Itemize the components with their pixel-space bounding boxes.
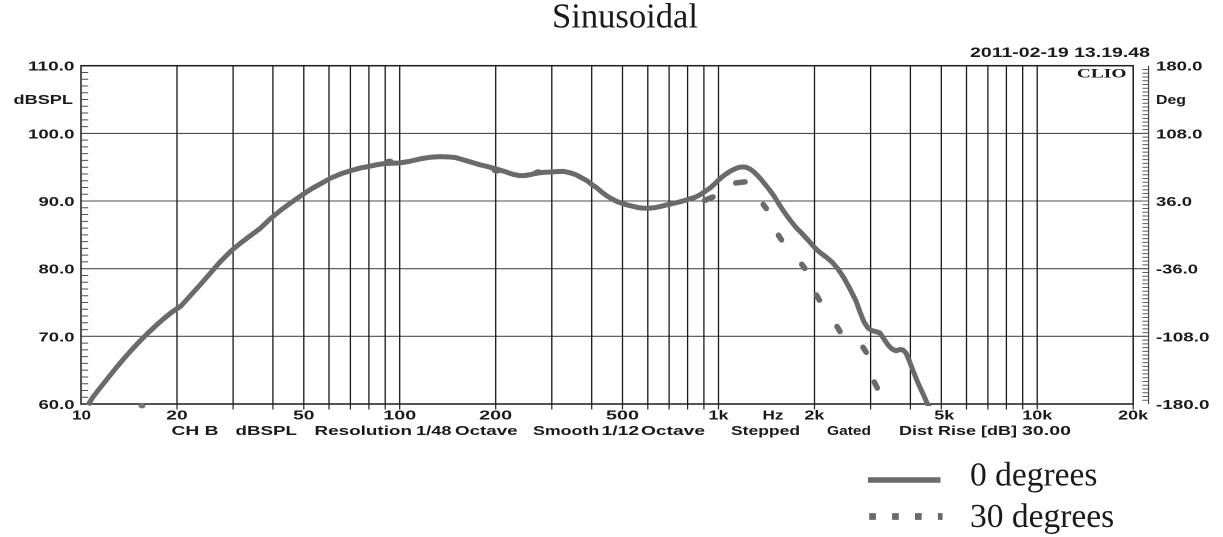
svg-text:10: 10 [72,408,91,422]
svg-text:-180.0: -180.0 [1156,397,1210,412]
svg-text:CLIO: CLIO [1077,66,1127,80]
svg-text:100: 100 [383,408,416,422]
svg-text:90.0: 90.0 [39,194,75,209]
svg-text:20: 20 [166,408,187,422]
svg-text:2011-02-19 13.19.48: 2011-02-19 13.19.48 [970,44,1150,60]
svg-text:Sinusoidal: Sinusoidal [552,0,698,36]
svg-text:-36.0: -36.0 [1156,262,1198,277]
svg-text:0 degrees: 0 degrees [970,456,1097,493]
svg-text:108.0: 108.0 [1156,126,1203,141]
svg-text:1/48: 1/48 [416,424,452,438]
svg-text:50: 50 [293,408,314,422]
svg-text:Stepped: Stepped [731,424,800,438]
svg-text:100.0: 100.0 [28,126,75,141]
svg-text:Hz: Hz [763,408,784,422]
svg-text:500: 500 [606,408,639,422]
svg-text:180.0: 180.0 [1156,59,1203,74]
svg-text:Resolution: Resolution [315,424,413,438]
svg-text:CH B: CH B [172,424,219,438]
svg-text:Gated: Gated [827,424,871,438]
svg-text:Octave: Octave [455,424,518,438]
svg-text:1/12: 1/12 [602,424,640,438]
svg-text:70.0: 70.0 [39,329,75,344]
svg-text:1k: 1k [708,408,728,422]
svg-text:30.00: 30.00 [1022,424,1071,438]
svg-text:-108.0: -108.0 [1156,329,1210,344]
svg-text:Smooth: Smooth [533,424,599,438]
svg-text:60.0: 60.0 [39,397,75,412]
svg-text:2k: 2k [804,408,824,422]
svg-text:Deg: Deg [1156,93,1186,107]
svg-text:5k: 5k [934,408,954,422]
svg-text:dBSPL: dBSPL [236,424,298,438]
svg-text:dBSPL: dBSPL [14,93,74,107]
svg-text:10k: 10k [1022,408,1052,422]
svg-text:110.0: 110.0 [28,59,75,74]
svg-text:Octave: Octave [641,424,705,438]
svg-text:36.0: 36.0 [1156,194,1192,209]
svg-text:30 degrees: 30 degrees [970,498,1114,535]
svg-text:Dist Rise [dB]: Dist Rise [dB] [899,424,1017,438]
svg-text:200: 200 [479,408,512,422]
svg-text:80.0: 80.0 [39,262,75,277]
svg-text:20k: 20k [1118,408,1148,422]
